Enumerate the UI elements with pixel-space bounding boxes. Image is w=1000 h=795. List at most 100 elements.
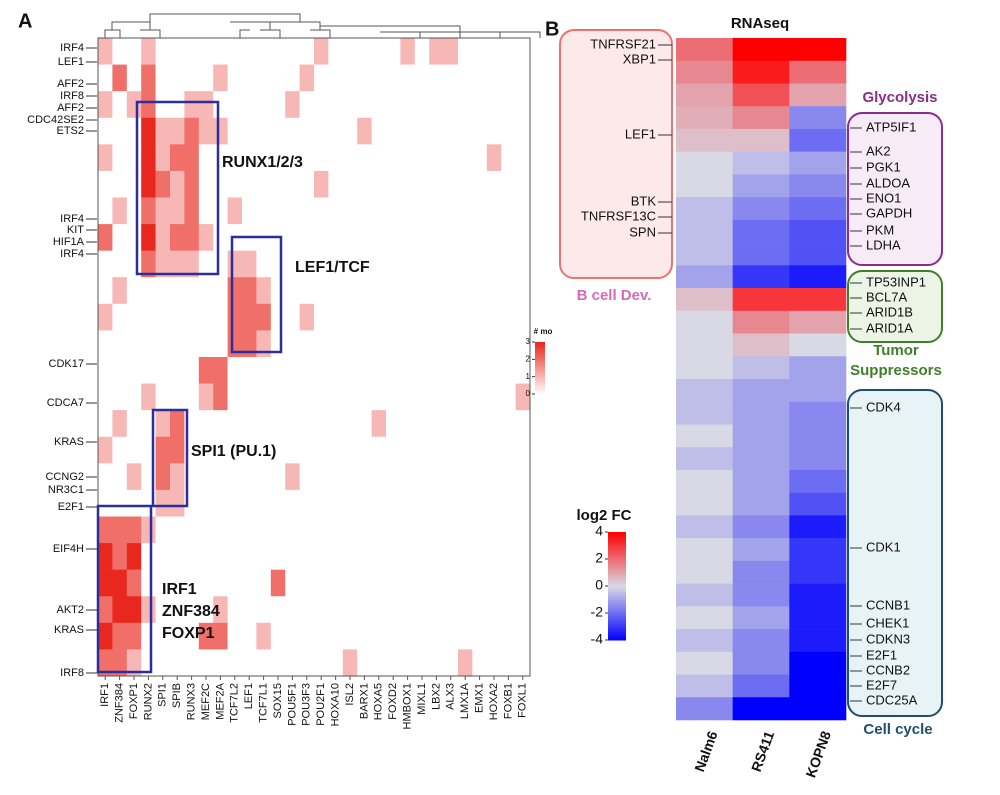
heatmap-cell: [328, 410, 344, 438]
heatmap-cell: [443, 91, 459, 119]
row-label: CDCA7: [47, 397, 84, 409]
heatmap-cell: [414, 383, 430, 411]
colorbar-segment: [608, 631, 626, 636]
heatmap-cell: [501, 277, 516, 305]
heatmap-cell: [400, 144, 416, 172]
heatmap-cell: [429, 543, 444, 570]
heatmap-cell: [386, 436, 401, 464]
heatmap-cell: [676, 265, 733, 289]
heatmap-cell: [501, 117, 516, 145]
gene-label: TNFRSF21: [590, 36, 656, 51]
heatmap-cell: [155, 463, 171, 491]
heatmap-cell: [501, 622, 516, 650]
colorbar-segment: [535, 357, 545, 360]
heatmap-cell: [112, 410, 128, 438]
heatmap-cell: [98, 144, 113, 172]
heatmap-cell: [414, 410, 430, 438]
heatmap-cell: [141, 224, 156, 251]
x-tick-label: MEF2C: [200, 683, 212, 720]
gene-label: CDK1: [866, 539, 901, 554]
row-label: KIT: [67, 224, 84, 236]
heatmap-cell: [126, 277, 142, 305]
heatmap-cell: [732, 401, 790, 425]
heatmap-cell: [515, 516, 531, 544]
heatmap-cell: [314, 596, 329, 624]
colorbar-tick-label: 4: [595, 523, 603, 539]
heatmap-cell: [472, 91, 488, 119]
heatmap-cell: [458, 38, 473, 65]
heatmap-cell: [515, 38, 531, 65]
heatmap-cell: [371, 250, 387, 278]
heatmap-cell: [400, 649, 416, 677]
heatmap-cell: [789, 606, 847, 630]
gene-label: ARID1A: [866, 320, 913, 335]
heatmap-cell: [112, 622, 128, 650]
heatmap-cell: [256, 38, 272, 65]
heatmap-cell: [414, 38, 430, 65]
heatmap-cell: [126, 410, 142, 438]
heatmap-cell: [155, 38, 171, 65]
heatmap-cell: [486, 277, 502, 305]
colorbar-segment: [608, 548, 626, 552]
heatmap-cell: [213, 64, 228, 92]
colorbar-segment: [608, 615, 626, 619]
heatmap-cell: [458, 649, 473, 677]
heatmap-cell: [472, 117, 488, 145]
heatmap-cell: [472, 357, 488, 384]
heatmap-cell: [170, 596, 185, 624]
heatmap-cell: [357, 436, 372, 464]
heatmap-cell: [184, 543, 200, 570]
cluster-box: [96, 504, 153, 674]
heatmap-cell: [443, 489, 459, 517]
heatmap-cell: [198, 144, 214, 172]
heatmap-cell: [676, 424, 733, 448]
heatmap-cell: [515, 622, 531, 650]
heatmap-cell: [314, 489, 329, 517]
heatmap-cell: [314, 436, 329, 464]
row-label: IRF8: [60, 90, 84, 102]
heatmap-cell: [314, 38, 329, 65]
heatmap-cell: [198, 197, 214, 225]
colorbar-segment: [535, 351, 545, 353]
heatmap-cell: [270, 277, 286, 305]
heatmap-cell: [112, 64, 128, 92]
row-label: AFF2: [57, 78, 84, 90]
colorbar-segment: [608, 564, 626, 568]
heatmap-cell: [458, 410, 473, 438]
heatmap-cell: [789, 128, 847, 152]
gene-label: XBP1: [623, 51, 656, 66]
colorbar-segment: [608, 604, 626, 609]
heatmap-cell: [429, 649, 444, 677]
heatmap-cell: [155, 197, 171, 225]
heatmap-cell: [386, 64, 401, 92]
heatmap-cell: [732, 379, 790, 403]
heatmap-cell: [198, 596, 214, 624]
heatmap-cell: [314, 569, 329, 597]
heatmap-cell: [732, 106, 790, 130]
colorbar-segment: [608, 567, 626, 571]
heatmap-cell: [443, 649, 459, 677]
heatmap-cell: [414, 330, 430, 358]
heatmap-cell: [242, 277, 257, 305]
heatmap-cell: [342, 303, 358, 331]
heatmap-cell: [213, 224, 228, 251]
heatmap-cell: [213, 277, 228, 305]
heatmap-cell: [486, 330, 502, 358]
heatmap-cell: [429, 64, 444, 92]
heatmap-cell: [314, 330, 329, 358]
heatmap-cell: [486, 144, 502, 172]
heatmap-cell: [256, 330, 272, 358]
heatmap-cell: [486, 91, 502, 119]
heatmap-cell: [184, 303, 200, 331]
heatmap-cell: [443, 224, 459, 251]
heatmap-cell: [256, 569, 272, 597]
heatmap-cell: [242, 250, 257, 278]
heatmap-cell: [213, 436, 228, 464]
heatmap-cell: [789, 333, 847, 357]
heatmap-cell: [184, 117, 200, 145]
heatmap-cell: [170, 383, 185, 411]
heatmap-cell: [732, 242, 790, 266]
panel-label: B: [545, 18, 559, 40]
heatmap-cell: [443, 410, 459, 438]
colorbar-segment: [535, 364, 545, 366]
